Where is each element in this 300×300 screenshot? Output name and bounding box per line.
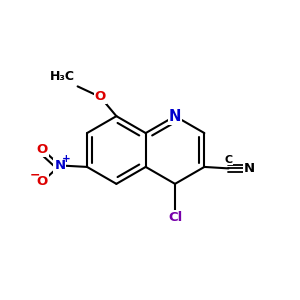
Text: O: O: [37, 143, 48, 156]
Text: Cl: Cl: [168, 211, 182, 224]
Text: +: +: [62, 154, 71, 164]
Text: −: −: [30, 169, 40, 182]
Text: O: O: [95, 91, 106, 103]
Text: N: N: [169, 109, 181, 124]
Text: N: N: [54, 159, 65, 172]
Text: O: O: [37, 175, 48, 188]
Text: N: N: [244, 162, 255, 175]
Text: H₃C: H₃C: [50, 70, 75, 83]
Text: C: C: [224, 155, 232, 165]
